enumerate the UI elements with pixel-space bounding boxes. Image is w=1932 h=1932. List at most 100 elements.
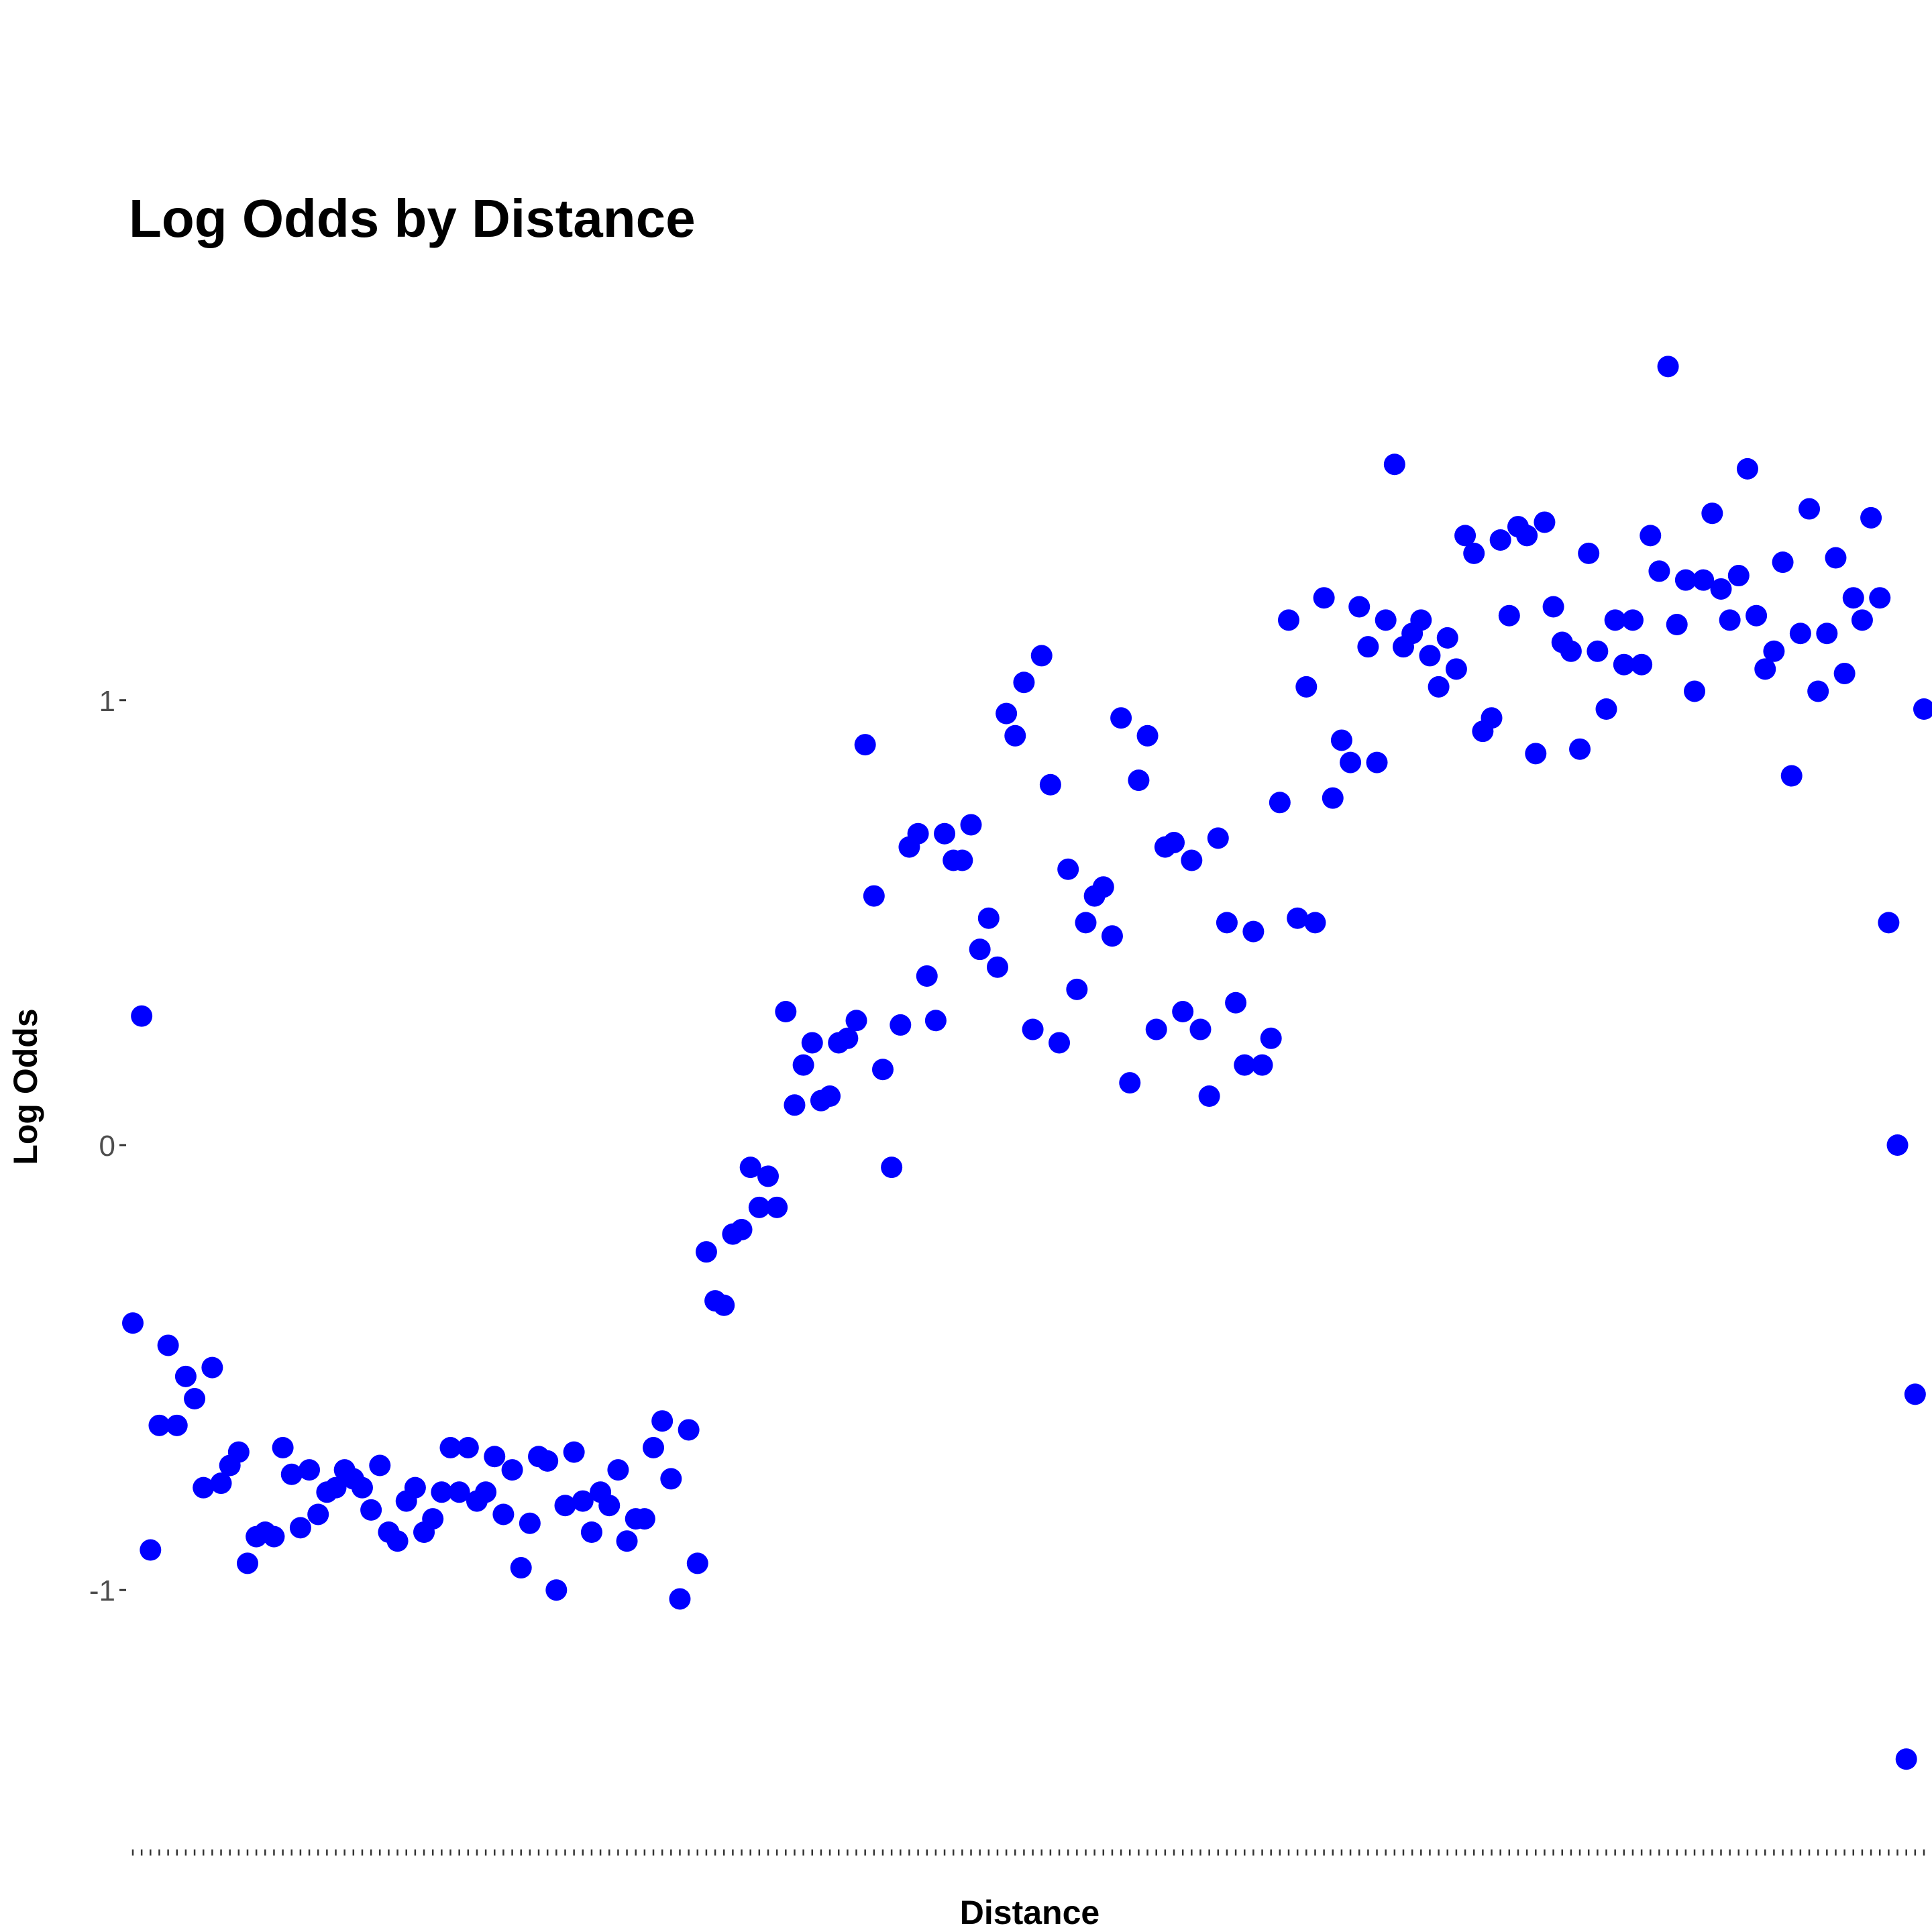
data-point	[678, 1419, 700, 1441]
data-point	[1860, 506, 1882, 529]
x-axis	[131, 1849, 1925, 1856]
y-axis: -1 0 1	[89, 685, 126, 1607]
data-point	[272, 1436, 294, 1458]
data-point	[501, 1459, 523, 1481]
data-point	[166, 1414, 188, 1436]
data-point	[1463, 542, 1485, 564]
data-point	[1242, 920, 1265, 943]
data-point	[1489, 529, 1511, 551]
y-tick-label: -1	[89, 1574, 115, 1607]
data-point	[1357, 636, 1379, 658]
data-point	[1287, 907, 1309, 929]
data-point	[554, 1495, 576, 1517]
data-point	[1145, 1018, 1167, 1040]
data-point	[1498, 604, 1520, 627]
data-point	[386, 1530, 409, 1552]
data-point	[739, 1157, 761, 1179]
data-point	[131, 1005, 153, 1027]
data-point	[1225, 991, 1247, 1014]
data-point	[457, 1436, 479, 1458]
data-point	[871, 1059, 894, 1081]
data-point	[1172, 1001, 1194, 1023]
data-point	[907, 822, 929, 845]
data-point	[1375, 609, 1397, 631]
data-point	[598, 1495, 621, 1517]
data-point	[784, 1094, 806, 1116]
data-point	[1057, 858, 1079, 880]
data-point	[1039, 773, 1061, 796]
data-point	[766, 1196, 788, 1218]
data-point	[1746, 604, 1768, 627]
data-point	[1101, 925, 1123, 947]
data-point	[1631, 653, 1653, 676]
data-point	[580, 1521, 602, 1543]
data-point	[1525, 743, 1547, 765]
data-point	[227, 1441, 250, 1463]
data-point	[801, 1032, 823, 1054]
data-point	[1030, 645, 1053, 667]
data-point	[1736, 458, 1758, 480]
data-point	[1189, 1018, 1212, 1040]
data-point	[280, 1463, 303, 1485]
data-point	[819, 1085, 841, 1108]
data-point	[951, 849, 973, 871]
data-point	[360, 1499, 382, 1521]
data-point	[837, 1027, 859, 1049]
data-point	[1049, 1032, 1071, 1054]
data-point	[1878, 912, 1900, 934]
data-point	[1269, 792, 1291, 814]
data-point	[325, 1477, 347, 1499]
data-point	[1799, 498, 1821, 520]
data-point	[201, 1356, 223, 1379]
data-point	[193, 1477, 215, 1499]
data-point	[660, 1468, 682, 1490]
data-point	[607, 1459, 629, 1481]
data-point	[1092, 876, 1114, 898]
data-point	[1772, 551, 1794, 574]
data-point	[1913, 698, 1932, 720]
data-point	[643, 1436, 665, 1458]
data-point	[1851, 609, 1873, 631]
data-point	[448, 1481, 470, 1503]
data-point	[1886, 1134, 1909, 1156]
data-point	[263, 1525, 285, 1548]
data-point	[1251, 1054, 1273, 1076]
data-point	[174, 1365, 197, 1387]
data-point	[977, 907, 1000, 929]
data-point	[863, 885, 885, 907]
data-point	[695, 1241, 717, 1263]
data-point	[1436, 627, 1458, 649]
data-point	[1807, 680, 1829, 702]
data-point	[1004, 724, 1026, 747]
data-point	[1419, 645, 1441, 667]
data-point	[757, 1165, 779, 1187]
data-point	[633, 1508, 655, 1530]
data-point	[986, 956, 1008, 978]
y-tick-label: 0	[99, 1130, 115, 1163]
data-point	[1383, 453, 1405, 476]
data-point	[184, 1388, 206, 1410]
data-point	[616, 1530, 638, 1552]
data-point	[1119, 1072, 1141, 1094]
data-point	[1727, 565, 1750, 587]
data-point	[1701, 502, 1723, 525]
data-point	[122, 1312, 144, 1334]
data-point	[1816, 623, 1838, 645]
data-point	[1445, 658, 1467, 680]
data-point	[431, 1481, 453, 1503]
data-point	[1410, 609, 1432, 631]
data-point	[1648, 560, 1670, 582]
data-point	[1181, 849, 1203, 871]
data-point	[1640, 525, 1662, 547]
data-point	[422, 1508, 444, 1530]
data-point	[1595, 698, 1617, 720]
data-point	[1613, 653, 1635, 676]
data-point	[1684, 680, 1706, 702]
data-point	[157, 1334, 179, 1356]
data-point	[1693, 569, 1715, 591]
data-point	[731, 1219, 753, 1240]
data-point	[1587, 640, 1609, 662]
data-point	[1313, 587, 1335, 609]
